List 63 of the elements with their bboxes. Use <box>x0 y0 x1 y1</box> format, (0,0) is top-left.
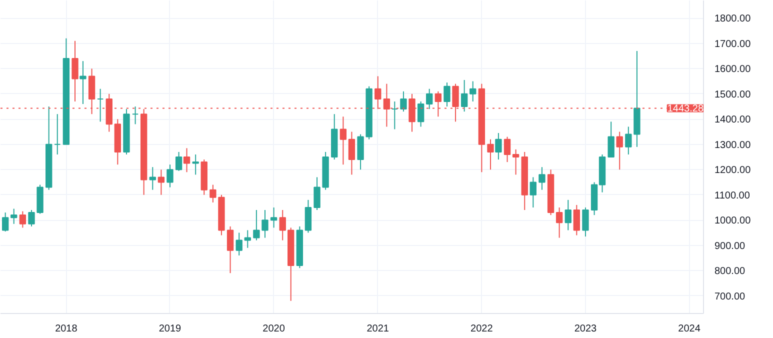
candlestick <box>564 199 572 231</box>
y-tick-label: 1000.00 <box>714 216 752 227</box>
candlestick <box>192 154 199 176</box>
x-tick-label: 2021 <box>366 324 390 334</box>
candlestick <box>304 199 312 234</box>
candlestick <box>80 60 86 104</box>
candlestick <box>391 100 398 130</box>
candlestick <box>616 131 623 170</box>
x-tick-label: 2019 <box>158 324 182 334</box>
candlestick <box>72 40 78 102</box>
candlestick <box>175 151 182 172</box>
x-tick-label: 2018 <box>55 324 78 334</box>
candlestick <box>19 210 26 228</box>
y-tick-label: 1500.00 <box>714 89 752 100</box>
y-tick-label: 900.00 <box>714 240 746 252</box>
candlestick <box>149 166 156 190</box>
x-tick-label: 2024 <box>678 324 701 334</box>
candlestick <box>270 206 278 228</box>
candlestick <box>340 116 347 166</box>
x-tick-label: 2022 <box>470 324 494 334</box>
candlestick <box>158 169 165 196</box>
candlestick <box>495 132 502 160</box>
x-tick-label: 2023 <box>574 324 598 334</box>
candlestick <box>556 206 563 238</box>
ref-line-label: 1443.28 <box>667 104 704 115</box>
y-tick-label: 800.00 <box>714 266 746 278</box>
candlestick <box>512 148 520 176</box>
candlestick <box>444 82 450 108</box>
candlestick <box>625 126 632 155</box>
candlestick <box>400 90 407 112</box>
candlestick <box>530 176 536 208</box>
candlestick <box>183 148 190 173</box>
candlestick <box>166 164 174 188</box>
candlestick <box>417 100 424 128</box>
candlestick <box>28 210 35 227</box>
candlestick <box>426 88 433 110</box>
y-tick-label: 1300.00 <box>714 140 752 151</box>
candlestick <box>96 88 104 122</box>
candlestick <box>582 206 589 238</box>
candlestick <box>132 106 139 125</box>
y-tick-label: 1800.00 <box>714 14 752 25</box>
x-tick-label: 2020 <box>262 324 286 334</box>
candlestick <box>226 226 234 274</box>
candlestick <box>504 136 511 163</box>
candlestick <box>244 230 251 248</box>
candlestick <box>210 184 216 203</box>
y-tick-label: 1700.00 <box>714 38 752 50</box>
candlestick <box>608 121 614 158</box>
candlestick <box>236 232 242 256</box>
candlestick <box>460 80 468 112</box>
candlestick <box>348 131 356 176</box>
y-tick-label: 1100.00 <box>714 190 750 202</box>
candlestick <box>573 204 580 236</box>
candlestick <box>54 114 61 155</box>
candlestick <box>10 208 18 224</box>
y-tick-label: 1200.00 <box>714 165 752 176</box>
y-tick-label: 1600.00 <box>714 64 752 76</box>
candlestick <box>470 80 476 102</box>
candlestick <box>538 166 546 190</box>
candlestick <box>2 212 9 232</box>
y-tick-label: 1400.00 <box>714 114 752 126</box>
y-tick-label: 700.00 <box>714 291 746 302</box>
candlestick <box>487 138 494 170</box>
